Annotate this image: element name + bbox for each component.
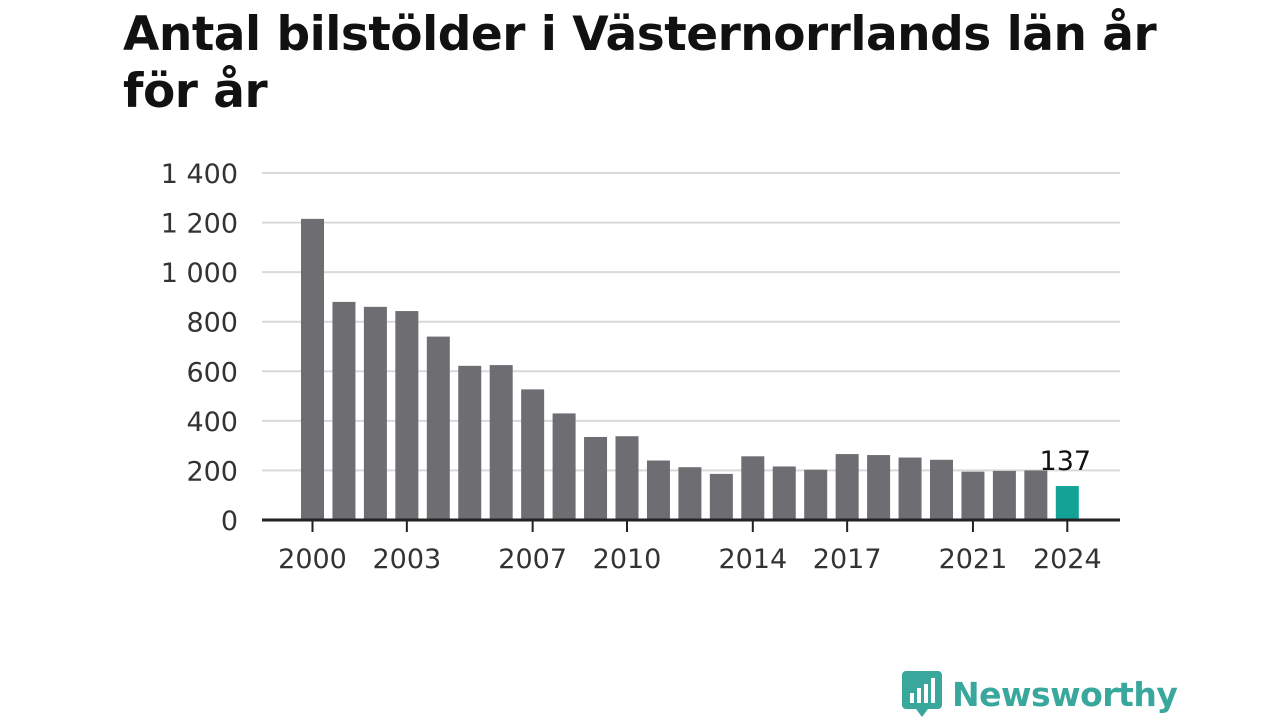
x-tick-label: 2014 (718, 544, 787, 575)
bar-2017 (835, 454, 859, 520)
value-label-2024: 137 (1040, 446, 1092, 477)
bar-2006 (489, 365, 513, 520)
y-tick-label: 1 000 (161, 258, 238, 289)
chart-title: Antal bilstölder i Västernorrlands län å… (123, 7, 1157, 119)
axes (262, 518, 1120, 532)
x-tick-label: 2024 (1033, 544, 1102, 575)
x-tick-label: 2000 (278, 544, 347, 575)
labels: 0 200 400 600 800 1 000 1 200 1 400 137 2000 2003 2… (161, 159, 1102, 575)
bar-2024 (1055, 486, 1079, 520)
bar-2009 (584, 436, 608, 520)
x-tick-label: 2021 (939, 544, 1008, 575)
y-tick-label: 1 400 (161, 159, 238, 190)
logo-text: Newsworthy (952, 674, 1178, 714)
x-tick-label: 2007 (498, 544, 567, 575)
y-tick-label: 0 (221, 506, 238, 537)
y-tick-label: 1 200 (161, 209, 238, 240)
bar-2007 (521, 389, 545, 520)
bar-2014 (741, 456, 765, 520)
y-tick-label: 600 (186, 357, 238, 388)
bar-2023 (1024, 470, 1048, 520)
bar-2016 (804, 469, 828, 520)
bar-2003 (395, 311, 419, 520)
newsworthy-chart-icon (902, 671, 942, 717)
bar-2021 (961, 471, 985, 520)
bar-2008 (552, 413, 576, 520)
bar-2018 (867, 455, 891, 520)
bar-2013 (709, 473, 733, 520)
bar-2004 (426, 336, 450, 520)
y-tick-label: 400 (186, 407, 238, 438)
y-tick-label: 800 (186, 308, 238, 339)
x-tick-label: 2010 (593, 544, 662, 575)
x-tick-label: 2017 (813, 544, 882, 575)
y-tick-label: 200 (186, 456, 238, 487)
gridlines (262, 172, 1120, 472)
bar-2020 (930, 459, 953, 520)
bar-2022 (992, 470, 1016, 520)
bar-2001 (332, 301, 356, 520)
x-tick-label: 2003 (372, 544, 441, 575)
bar-2010 (615, 436, 639, 520)
bar-2015 (772, 466, 796, 520)
bar-2002 (363, 306, 387, 520)
newsworthy-logo: Newsworthy (902, 671, 1178, 717)
bars (301, 218, 1079, 520)
bar-2011 (646, 460, 670, 520)
bar-2019 (898, 457, 922, 520)
bar-2005 (458, 365, 482, 520)
bar-2000 (301, 218, 324, 520)
bar-2012 (678, 467, 702, 520)
